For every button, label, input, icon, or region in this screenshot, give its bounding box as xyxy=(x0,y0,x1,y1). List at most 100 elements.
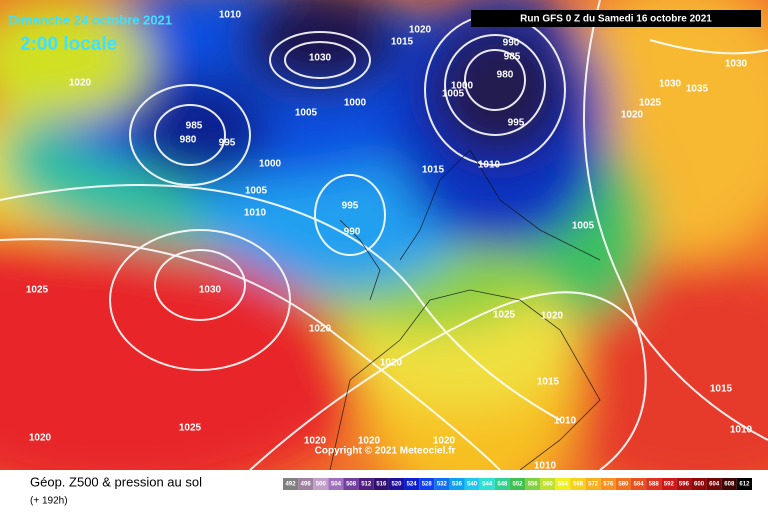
scale-swatch xyxy=(313,478,329,490)
isobar-label: 995 xyxy=(342,201,359,212)
scale-label: 608 xyxy=(724,482,735,488)
scale-swatch xyxy=(540,478,556,490)
isobar-label: 1030 xyxy=(725,59,748,70)
scale-label: 524 xyxy=(407,482,418,488)
scale-label: 604 xyxy=(709,482,720,488)
footer-lead: (+ 192h) xyxy=(30,496,68,507)
scale-label: 560 xyxy=(543,482,554,488)
scale-label: 548 xyxy=(497,482,508,488)
scale-swatch xyxy=(494,478,510,490)
scale-swatch xyxy=(419,478,435,490)
scale-label: 592 xyxy=(664,482,675,488)
scale-swatch xyxy=(328,478,344,490)
isobar-label: 1010 xyxy=(219,10,242,21)
time: 2:00 locale xyxy=(20,34,117,55)
isobar-label: 995 xyxy=(508,118,525,129)
scale-label: 588 xyxy=(649,482,660,488)
isobar-label: 1005 xyxy=(245,186,268,197)
scale-label: 600 xyxy=(694,482,705,488)
isobar-label: 1020 xyxy=(358,436,381,447)
isobar-label: 1020 xyxy=(69,78,92,89)
isobar-label: 1010 xyxy=(554,416,577,427)
isobar-labels: 1010102010151030990985980100010059951010… xyxy=(26,10,753,472)
scale-label: 496 xyxy=(301,482,312,488)
run-label: Run GFS 0 Z du Samedi 16 octobre 2021 xyxy=(520,14,712,25)
isobar-label: 1025 xyxy=(493,310,516,321)
scale-label: 520 xyxy=(391,482,402,488)
scale-swatch xyxy=(479,478,495,490)
isobar-label: 1010 xyxy=(534,461,557,472)
isobar-label: 1010 xyxy=(244,208,267,219)
scale-label: 612 xyxy=(739,482,750,488)
scale-label: 552 xyxy=(512,482,523,488)
isobar-label: 1030 xyxy=(199,285,222,296)
scale-label: 532 xyxy=(437,482,448,488)
scale-swatch xyxy=(449,478,465,490)
scale-swatch xyxy=(283,478,299,490)
run-box xyxy=(471,10,761,27)
isobar-label: 1015 xyxy=(422,165,445,176)
scale-swatch xyxy=(600,478,616,490)
scale-label: 544 xyxy=(482,482,493,488)
isobar-label: 985 xyxy=(186,121,203,132)
isobar-label: 1030 xyxy=(659,79,682,90)
scale-label: 500 xyxy=(316,482,327,488)
scale-label: 540 xyxy=(467,482,478,488)
isobar-label: 1025 xyxy=(26,285,49,296)
isobar-label: 995 xyxy=(219,138,236,149)
footer-title: Géop. Z500 & pression au sol xyxy=(30,474,202,489)
isobar-label: 1020 xyxy=(304,436,327,447)
isobar-label: 1010 xyxy=(730,425,753,436)
copyright: Copyright © 2021 Meteociel.fr xyxy=(315,446,456,457)
scale-swatch xyxy=(298,478,314,490)
scale-swatch xyxy=(721,478,737,490)
footer xyxy=(0,470,768,512)
scale-label: 508 xyxy=(346,482,357,488)
isobar-label: 1035 xyxy=(686,84,709,95)
scale-swatch xyxy=(434,478,450,490)
isobar-label: 1030 xyxy=(309,53,332,64)
isobar-label: 1020 xyxy=(433,436,456,447)
scale-label: 512 xyxy=(361,482,372,488)
scale-swatch xyxy=(736,478,752,490)
scale-swatch xyxy=(358,478,374,490)
scale-label: 528 xyxy=(422,482,433,488)
isobar-label: 990 xyxy=(344,227,361,238)
isobar-label: 1015 xyxy=(710,384,733,395)
scale-swatch xyxy=(464,478,480,490)
scale-swatch xyxy=(615,478,631,490)
scale-label: 504 xyxy=(331,482,342,488)
isobar-label: 1025 xyxy=(639,98,662,109)
scale-swatch xyxy=(570,478,586,490)
isobar-label: 980 xyxy=(497,70,514,81)
scale-swatch xyxy=(676,478,692,490)
isobar-label: 980 xyxy=(180,135,197,146)
isobar-label: 1005 xyxy=(442,89,465,100)
isobar-label: 1005 xyxy=(295,108,318,119)
scale-label: 580 xyxy=(618,482,629,488)
isobar-label: 1015 xyxy=(391,37,414,48)
isobar-label: 990 xyxy=(503,38,520,49)
scale-swatch xyxy=(630,478,647,490)
scale-swatch xyxy=(706,478,722,490)
isobar-label: 1020 xyxy=(380,358,403,369)
scale-label: 596 xyxy=(679,482,690,488)
scale-swatch xyxy=(509,478,526,490)
scale-label: 568 xyxy=(573,482,584,488)
scale-label: 536 xyxy=(452,482,463,488)
isobar-label: 1020 xyxy=(29,433,52,444)
isobar-label: 1005 xyxy=(572,221,595,232)
isobar-label: 1000 xyxy=(344,98,367,109)
scale-label: 556 xyxy=(528,482,539,488)
isobar-label: 1020 xyxy=(541,311,564,322)
scale-swatch xyxy=(343,478,359,490)
isobar-label: 1020 xyxy=(621,110,644,121)
scale-swatch xyxy=(404,478,420,490)
scale-label: 576 xyxy=(603,482,614,488)
scale-swatch xyxy=(585,478,601,490)
isobar-label: 1015 xyxy=(537,377,560,388)
isobar-label: 1000 xyxy=(451,81,474,92)
